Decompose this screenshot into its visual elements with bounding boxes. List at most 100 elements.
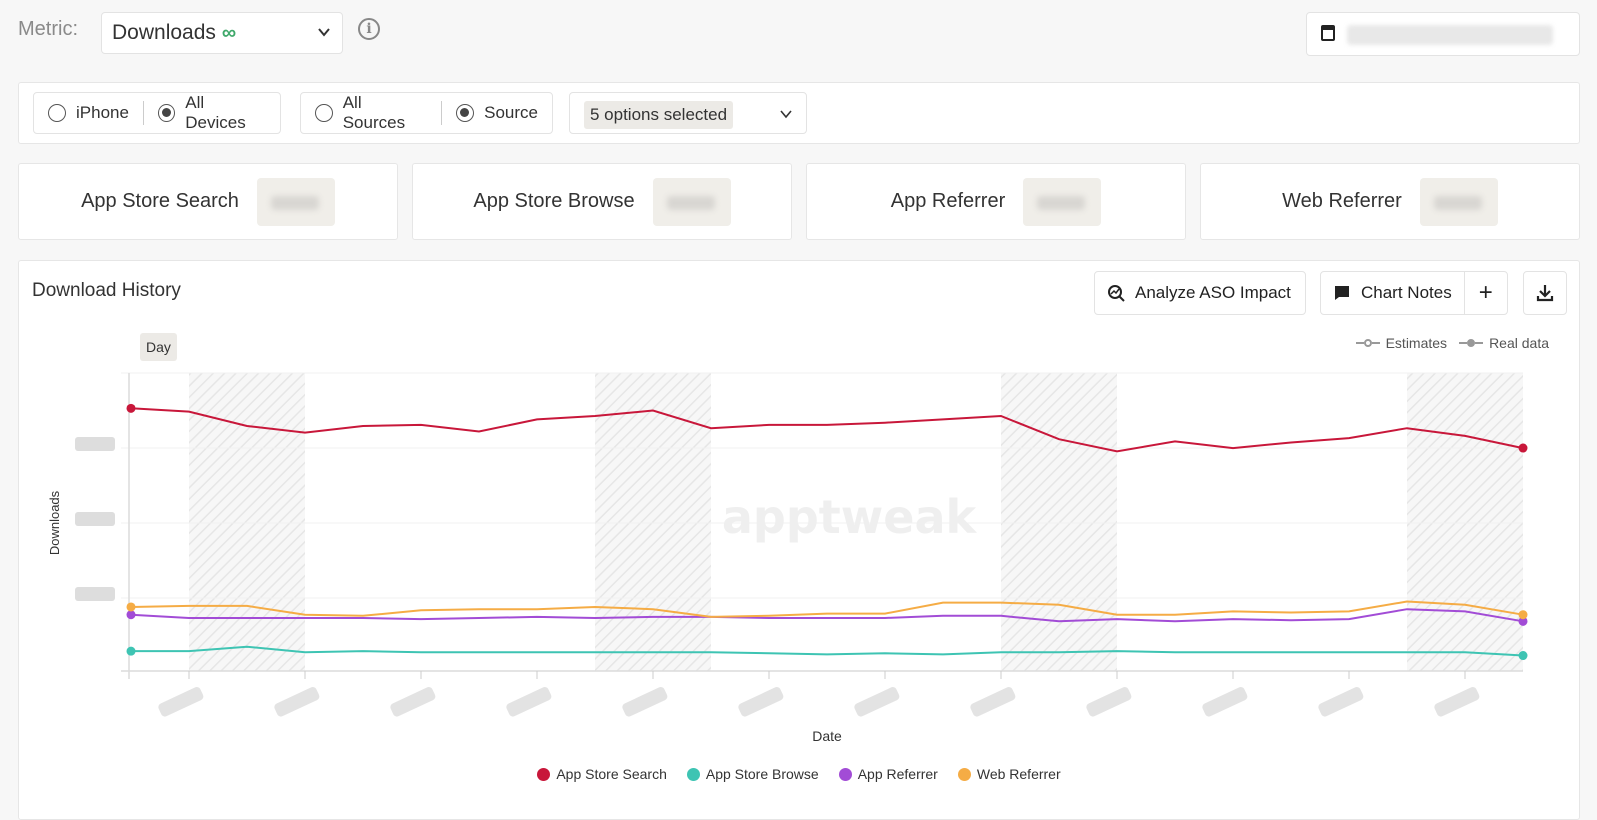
info-icon[interactable]: i <box>358 18 380 40</box>
metric-label: Metric: <box>18 18 78 40</box>
kpi-name: Web Referrer <box>1282 190 1402 212</box>
series-end-point <box>1518 610 1528 620</box>
y-tick-labels-redacted <box>75 437 115 601</box>
kpi-card-app-store-browse: App Store Browse <box>412 163 792 240</box>
x-tick-redacted <box>158 687 204 717</box>
y-axis-label: Downloads <box>47 490 62 555</box>
radio-source[interactable]: Source <box>442 93 552 133</box>
x-tick-labels-redacted <box>158 671 1480 717</box>
chart-notes-button[interactable]: Chart Notes <box>1321 272 1465 314</box>
chevron-down-icon <box>780 110 792 119</box>
kpi-value-redacted <box>652 177 731 226</box>
real-data-marker-icon <box>1459 339 1484 347</box>
series-start-point <box>126 602 136 612</box>
series-start-point <box>126 646 136 656</box>
radio-label: iPhone <box>76 103 129 122</box>
estimate-marker-icon <box>1355 339 1380 347</box>
kpi-value-redacted <box>256 177 335 226</box>
divider <box>441 101 443 125</box>
download-button[interactable] <box>1523 271 1567 315</box>
x-tick-redacted <box>1318 687 1364 717</box>
chart-legend: App Store Search App Store Browse App Re… <box>19 766 1579 782</box>
legend-label: App Store Browse <box>705 766 819 782</box>
download-history-chart: apptweak Downloads Date <box>47 372 1528 744</box>
download-icon <box>1536 285 1554 302</box>
divider <box>142 101 144 125</box>
metric-value: Downloads <box>112 21 216 44</box>
chart-notes-group: Chart Notes + <box>1320 271 1508 315</box>
x-tick-redacted <box>1434 687 1480 717</box>
link-icon: ∞ <box>221 21 237 44</box>
legend-label: App Referrer <box>857 766 938 782</box>
legend-swatch <box>838 767 852 781</box>
radio-label: All Devices <box>185 93 246 132</box>
radio-circle <box>315 104 333 122</box>
x-tick-redacted <box>854 687 900 717</box>
x-tick-redacted <box>1086 687 1132 717</box>
radio-all-devices[interactable]: All Devices <box>144 93 280 133</box>
legend-label: App Store Search <box>556 766 667 782</box>
y-tick-redacted <box>75 587 115 601</box>
series-line <box>131 645 1524 657</box>
x-tick-redacted <box>1202 687 1248 717</box>
estimates-label: Estimates <box>1385 335 1448 351</box>
legend-item-app-store-search[interactable]: App Store Search <box>537 766 667 782</box>
x-tick-redacted <box>506 687 552 717</box>
selected-count-chip: 5 options selected <box>584 101 734 129</box>
y-tick-redacted <box>75 512 115 526</box>
chevron-down-icon <box>318 28 330 37</box>
legend-item-web-referrer[interactable]: Web Referrer <box>957 766 1061 782</box>
kpi-card-web-referrer: Web Referrer <box>1200 163 1580 240</box>
series-lines <box>126 403 1528 661</box>
chart-notes-label: Chart Notes <box>1361 283 1452 302</box>
weekend-band <box>1407 373 1523 671</box>
metric-select[interactable]: Downloads ∞ <box>101 12 343 54</box>
kpi-card-app-store-search: App Store Search <box>18 163 398 240</box>
calendar-icon <box>1321 25 1335 41</box>
series-end-point <box>1518 616 1528 626</box>
radio-circle-selected <box>157 104 176 122</box>
download-history-panel: Download History Analyze ASO Impact Char… <box>18 260 1580 820</box>
legend-swatch <box>537 767 551 781</box>
watermark-text: apptweak <box>722 490 978 544</box>
radio-circle <box>48 104 66 122</box>
weekend-band <box>1001 373 1117 671</box>
add-note-button[interactable]: + <box>1478 279 1493 306</box>
radio-label: Source <box>484 103 538 122</box>
x-tick-redacted <box>738 687 784 717</box>
radio-circle-selected <box>456 104 475 122</box>
sources-multiselect[interactable]: 5 options selected <box>569 92 807 134</box>
legend-swatch <box>957 767 971 781</box>
kpi-name: App Store Search <box>81 190 239 212</box>
analyze-aso-impact-button[interactable]: Analyze ASO Impact <box>1094 271 1306 315</box>
legend-item-app-referrer[interactable]: App Referrer <box>838 766 938 782</box>
device-toggle: iPhone All Devices <box>33 92 281 134</box>
legend-label: Web Referrer <box>976 766 1061 782</box>
filter-bar: iPhone All Devices All Sources Source 5 … <box>18 82 1580 144</box>
kpi-name: App Referrer <box>890 190 1006 212</box>
weekend-band <box>189 373 305 671</box>
kpi-name: App Store Browse <box>473 190 635 212</box>
estimates-legend-item: Estimates <box>1355 335 1448 351</box>
analyze-icon <box>1108 285 1125 302</box>
real-data-legend-item: Real data <box>1459 335 1549 351</box>
x-tick-redacted <box>622 687 668 717</box>
x-tick-redacted <box>274 687 320 717</box>
x-tick-redacted <box>970 687 1016 717</box>
granularity-day-tab[interactable]: Day <box>140 333 177 361</box>
radio-label: All Sources <box>342 93 406 132</box>
series-end-point <box>1518 443 1528 453</box>
weekend-band <box>595 373 711 671</box>
kpi-value-redacted <box>1023 177 1102 226</box>
series-line <box>130 608 1524 623</box>
series-end-point <box>1518 651 1528 661</box>
x-tick-redacted <box>390 687 436 717</box>
panel-title: Download History <box>32 280 181 301</box>
real-data-label: Real data <box>1489 335 1549 351</box>
date-range-picker[interactable] <box>1306 12 1580 56</box>
radio-iphone[interactable]: iPhone <box>34 93 143 133</box>
radio-all-sources[interactable]: All Sources <box>301 93 441 133</box>
y-tick-redacted <box>75 437 115 451</box>
series-start-point <box>126 610 136 620</box>
legend-item-app-store-browse[interactable]: App Store Browse <box>686 766 819 782</box>
